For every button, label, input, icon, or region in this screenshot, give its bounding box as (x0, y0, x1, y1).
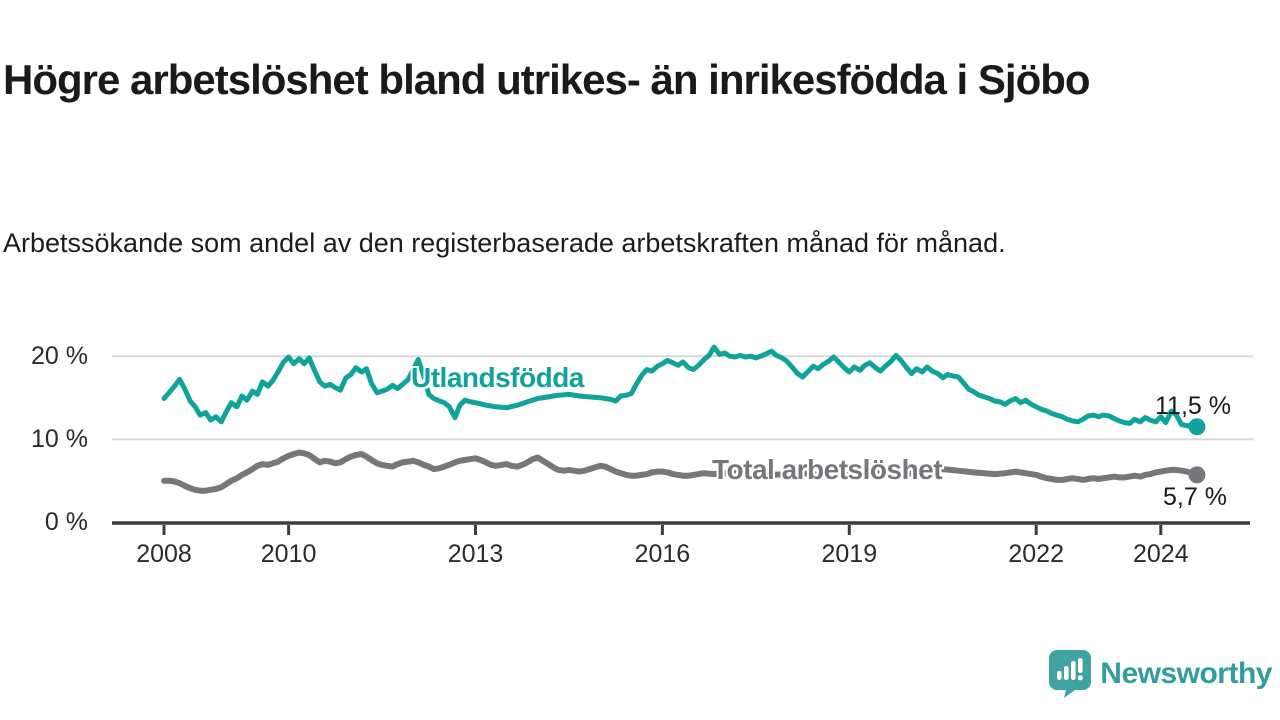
x-axis-label-2008: 2008 (136, 540, 192, 568)
series-label-total-arbetsloshet: Total arbetslöshet (712, 454, 943, 485)
newsworthy-brand-text: Newsworthy (1100, 657, 1272, 690)
end-value-label-total: 5,7 % (1163, 483, 1227, 511)
y-axis-label-10: 10 % (31, 425, 88, 454)
chart-title: Högre arbetslöshet bland utrikes- än inr… (3, 56, 1091, 104)
series-end-dot-1 (1188, 466, 1206, 484)
chart-subtitle: Arbetssökande som andel av den registerb… (3, 228, 1006, 258)
x-axis-label-2019: 2019 (821, 540, 878, 568)
newsworthy-brand: Newsworthy (1049, 650, 1272, 698)
series-line-1 (161, 449, 1200, 494)
series-end-dot-0 (1188, 418, 1206, 436)
x-axis-label-2016: 2016 (634, 540, 691, 568)
x-axis-label-2024: 2024 (1132, 540, 1189, 568)
series-label-utlandsfodda: Utlandsfödda (411, 362, 584, 393)
newsworthy-logo-icon (1049, 650, 1092, 698)
series-line-0 (161, 344, 1200, 430)
end-value-label-utlandsfodda: 11,5 % (1155, 392, 1231, 420)
x-axis-label-2013: 2013 (447, 540, 504, 568)
x-axis-label-2022: 2022 (1008, 540, 1064, 568)
y-axis-label-20: 20 % (31, 342, 88, 371)
x-axis-label-2010: 2010 (260, 540, 317, 568)
y-axis-label-0: 0 % (44, 508, 88, 537)
